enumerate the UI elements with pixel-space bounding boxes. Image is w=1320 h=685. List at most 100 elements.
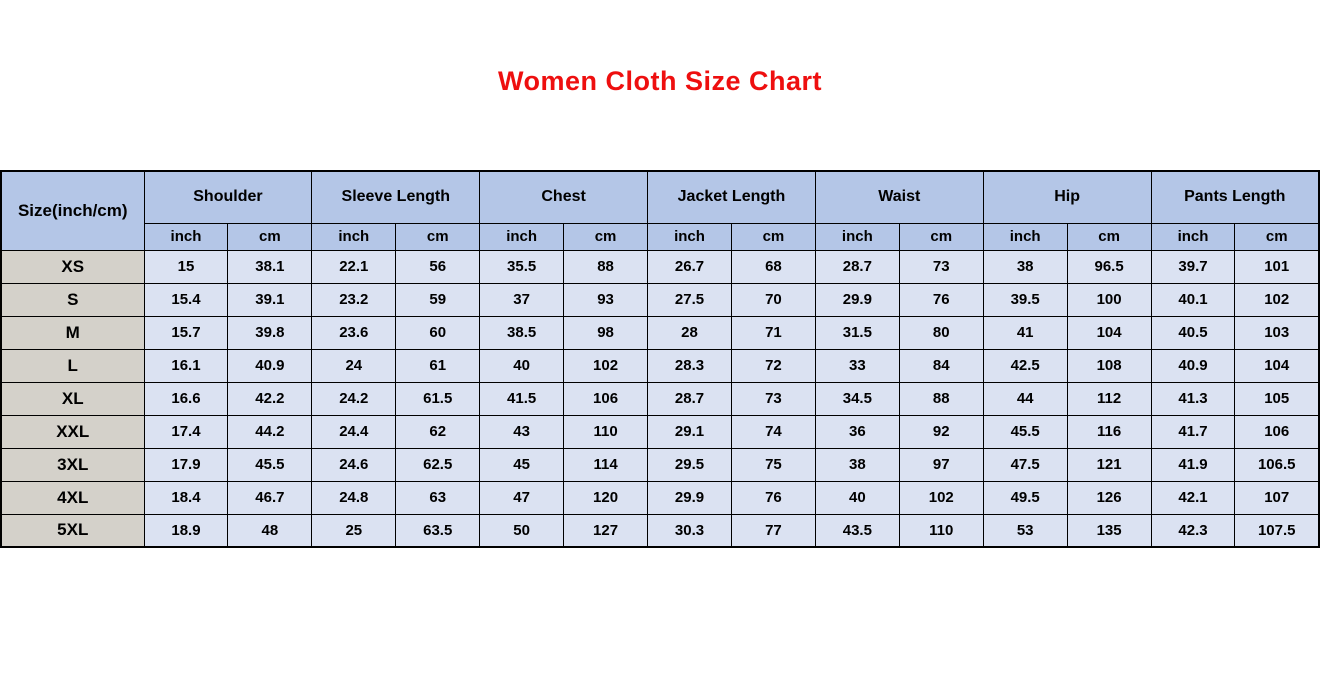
- value-cell: 92: [898, 414, 984, 449]
- value-cell: 36: [814, 414, 900, 449]
- value-cell: 127: [563, 513, 649, 548]
- column-header-sleeve-length: Sleeve Length: [311, 170, 481, 224]
- value-cell: 44.2: [227, 414, 313, 449]
- value-cell: 39.8: [227, 315, 313, 350]
- value-cell: 96.5: [1066, 249, 1152, 284]
- value-cell: 15.7: [143, 315, 229, 350]
- value-cell: 75: [730, 447, 816, 482]
- size-cell: S: [0, 282, 145, 317]
- value-cell: 110: [563, 414, 649, 449]
- value-cell: 103: [1234, 315, 1320, 350]
- size-chart-body: XS 15 38.1 22.1 56 35.5 88 26.7 68 28.7 73 38 96.5 39…: [0, 249, 1320, 548]
- unit-header-cm: cm: [227, 222, 313, 251]
- value-cell: 45: [479, 447, 565, 482]
- value-cell: 37: [479, 282, 565, 317]
- value-cell: 41.9: [1150, 447, 1236, 482]
- value-cell: 29.5: [647, 447, 732, 482]
- value-cell: 88: [563, 249, 649, 284]
- value-cell: 102: [898, 480, 984, 515]
- value-cell: 53: [982, 513, 1068, 548]
- value-cell: 76: [898, 282, 984, 317]
- size-cell: M: [0, 315, 145, 350]
- unit-header-cm: cm: [563, 222, 649, 251]
- size-column-header: Size(inch/cm): [0, 170, 145, 251]
- value-cell: 135: [1066, 513, 1152, 548]
- unit-header-cm: cm: [898, 222, 984, 251]
- value-cell: 39.5: [982, 282, 1068, 317]
- value-cell: 98: [563, 315, 649, 350]
- value-cell: 38.5: [479, 315, 565, 350]
- size-cell: 5XL: [0, 513, 145, 548]
- column-header-pants-length: Pants Length: [1150, 170, 1320, 224]
- value-cell: 60: [395, 315, 481, 350]
- value-cell: 28.3: [647, 348, 732, 383]
- unit-header-inch: inch: [479, 222, 565, 251]
- value-cell: 108: [1066, 348, 1152, 383]
- value-cell: 106.5: [1234, 447, 1320, 482]
- table-row: 3XL 17.9 45.5 24.6 62.5 45 114 29.5 75 38 97 47.5 12…: [0, 447, 1320, 482]
- value-cell: 39.1: [227, 282, 313, 317]
- value-cell: 40.5: [1150, 315, 1236, 350]
- value-cell: 17.9: [143, 447, 229, 482]
- value-cell: 68: [730, 249, 816, 284]
- value-cell: 76: [730, 480, 816, 515]
- value-cell: 15.4: [143, 282, 229, 317]
- value-cell: 121: [1066, 447, 1152, 482]
- value-cell: 40.1: [1150, 282, 1236, 317]
- value-cell: 110: [898, 513, 984, 548]
- table-row: S 15.4 39.1 23.2 59 37 93 27.5 70 29.9 76 39.5 100 40…: [0, 282, 1320, 317]
- value-cell: 72: [730, 348, 816, 383]
- value-cell: 18.9: [143, 513, 229, 548]
- value-cell: 24.8: [311, 480, 397, 515]
- value-cell: 73: [898, 249, 984, 284]
- value-cell: 63: [395, 480, 481, 515]
- value-cell: 24.2: [311, 381, 397, 416]
- value-cell: 47.5: [982, 447, 1068, 482]
- value-cell: 29.9: [647, 480, 732, 515]
- value-cell: 112: [1066, 381, 1152, 416]
- value-cell: 46.7: [227, 480, 313, 515]
- value-cell: 88: [898, 381, 984, 416]
- value-cell: 42.2: [227, 381, 313, 416]
- value-cell: 100: [1066, 282, 1152, 317]
- column-header-jacket-length: Jacket Length: [647, 170, 816, 224]
- size-chart-table: Size(inch/cm) Shoulder Sleeve Length Che…: [0, 170, 1320, 548]
- value-cell: 28: [647, 315, 732, 350]
- value-cell: 73: [730, 381, 816, 416]
- value-cell: 18.4: [143, 480, 229, 515]
- value-cell: 41.3: [1150, 381, 1236, 416]
- table-row: M 15.7 39.8 23.6 60 38.5 98 28 71 31.5 80 41 104 40.5…: [0, 315, 1320, 350]
- table-row: XL 16.6 42.2 24.2 61.5 41.5 106 28.7 73 34.5 88 44 1…: [0, 381, 1320, 416]
- value-cell: 84: [898, 348, 984, 383]
- value-cell: 38.1: [227, 249, 313, 284]
- value-cell: 77: [730, 513, 816, 548]
- column-header-waist: Waist: [814, 170, 984, 224]
- value-cell: 120: [563, 480, 649, 515]
- value-cell: 62.5: [395, 447, 481, 482]
- value-cell: 70: [730, 282, 816, 317]
- value-cell: 29.9: [814, 282, 900, 317]
- value-cell: 22.1: [311, 249, 397, 284]
- table-row: 4XL 18.4 46.7 24.8 63 47 120 29.9 76 40 102 49.5 126…: [0, 480, 1320, 515]
- unit-header-inch: inch: [143, 222, 229, 251]
- value-cell: 93: [563, 282, 649, 317]
- unit-header-cm: cm: [1066, 222, 1152, 251]
- unit-header-inch: inch: [311, 222, 397, 251]
- value-cell: 102: [563, 348, 649, 383]
- value-cell: 126: [1066, 480, 1152, 515]
- value-cell: 104: [1066, 315, 1152, 350]
- value-cell: 104: [1234, 348, 1320, 383]
- value-cell: 33: [814, 348, 900, 383]
- value-cell: 107: [1234, 480, 1320, 515]
- value-cell: 43.5: [814, 513, 900, 548]
- value-cell: 41.5: [479, 381, 565, 416]
- value-cell: 45.5: [982, 414, 1068, 449]
- value-cell: 71: [730, 315, 816, 350]
- value-cell: 40.9: [1150, 348, 1236, 383]
- value-cell: 74: [730, 414, 816, 449]
- unit-header-inch: inch: [647, 222, 732, 251]
- value-cell: 62: [395, 414, 481, 449]
- unit-header-row: inch cm inch cm inch cm inch cm inch cm inch cm inch…: [1, 222, 1320, 251]
- value-cell: 43: [479, 414, 565, 449]
- size-cell: XXL: [0, 414, 145, 449]
